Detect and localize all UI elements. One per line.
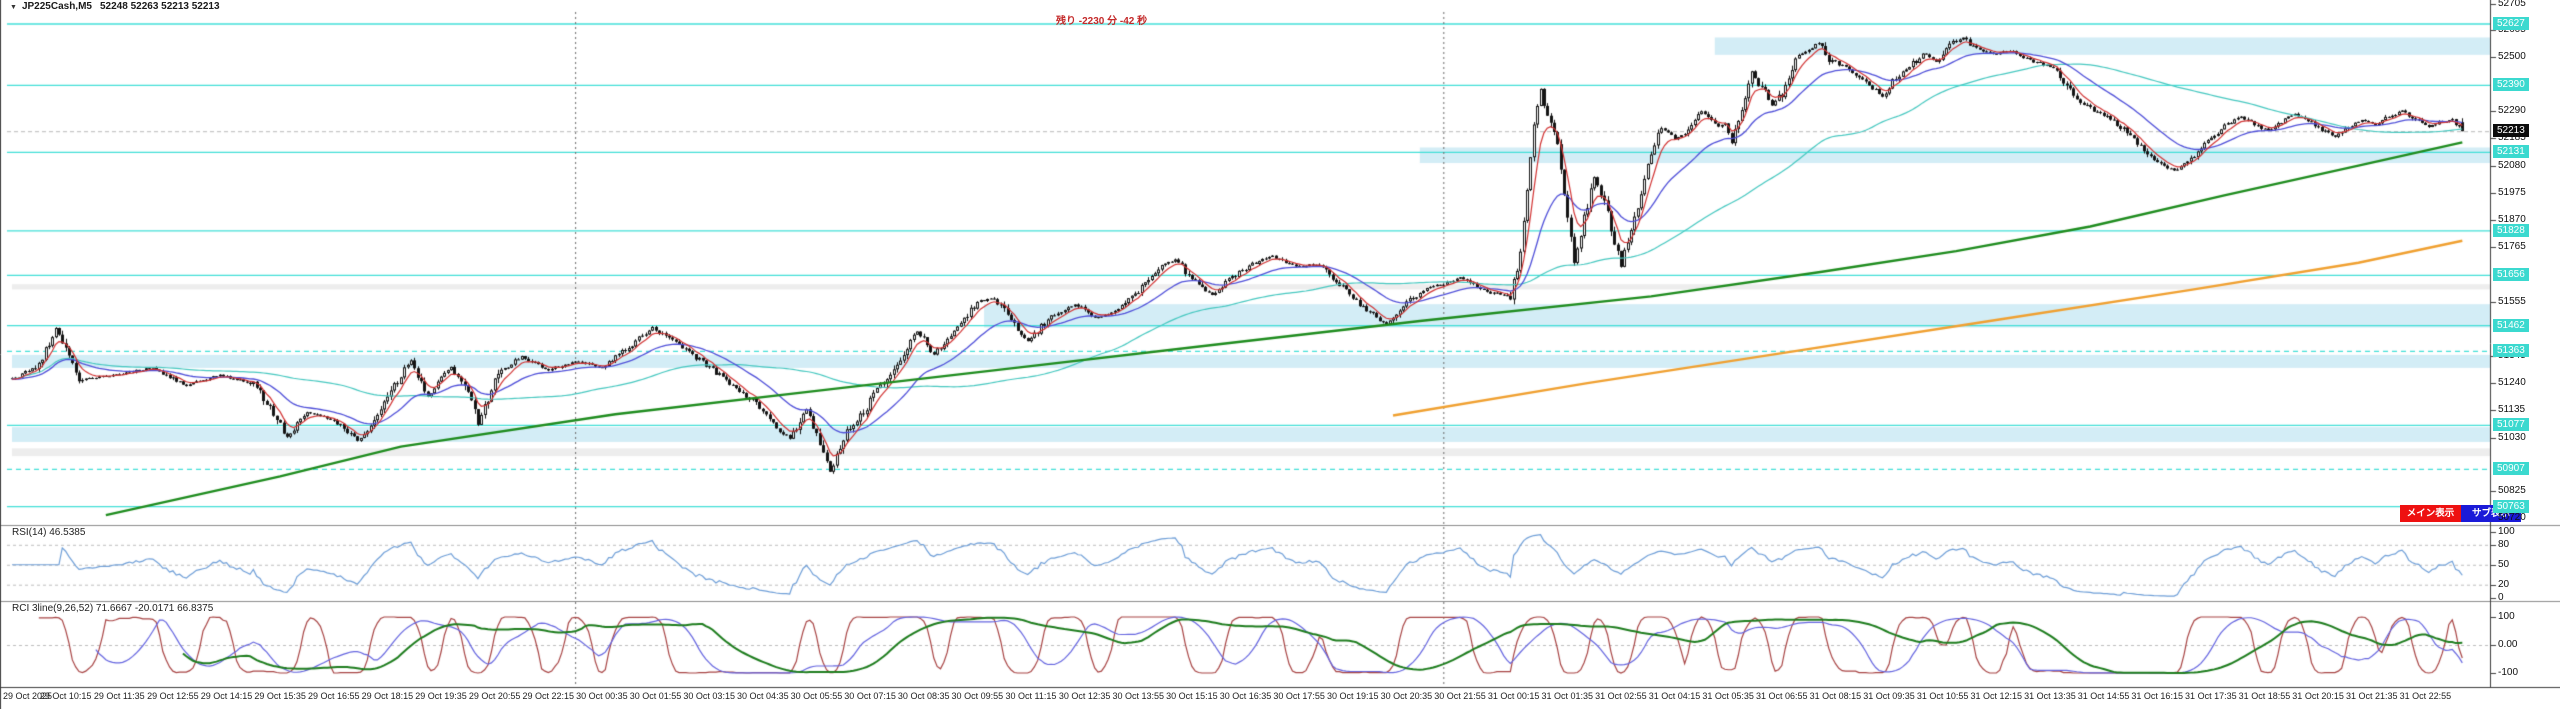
price-axis-label: 50720: [2498, 511, 2526, 523]
time-axis-label: 31 Oct 02:55: [1595, 691, 1647, 701]
price-axis-label: 52080: [2498, 159, 2526, 171]
level-price-label: 50907: [2493, 462, 2529, 476]
price-axis-label: 52500: [2498, 50, 2526, 62]
time-axis-label: 31 Oct 18:55: [2238, 691, 2291, 701]
time-axis-label: 31 Oct 09:35: [1863, 691, 1915, 701]
level-price-label: 51363: [2493, 344, 2529, 358]
time-axis-label: 29 Oct 20:55: [468, 691, 521, 701]
time-axis-label: 30 Oct 19:15: [1326, 691, 1379, 701]
time-axis-label: 31 Oct 05:35: [1702, 691, 1754, 701]
time-axis-label: 29 Oct 22:15: [522, 691, 575, 701]
rsi-scale-label: 20: [2498, 578, 2510, 590]
time-axis-label: 31 Oct 10:55: [1916, 691, 1969, 701]
time-axis-label: 29 Oct 12:55: [147, 691, 199, 701]
time-axis-label: 31 Oct 08:15: [1809, 691, 1862, 701]
time-axis-label: 31 Oct 17:35: [2185, 691, 2237, 701]
main-display-button[interactable]: メイン表示: [2400, 505, 2461, 522]
time-axis-label: 31 Oct 00:15: [1487, 691, 1540, 701]
time-axis-label: 31 Oct 06:55: [1756, 691, 1808, 701]
time-axis-label: 30 Oct 00:35: [576, 691, 628, 701]
time-axis-label: 31 Oct 16:15: [2131, 691, 2183, 701]
level-price-label: 51656: [2493, 268, 2529, 282]
time-axis-label: 31 Oct 04:15: [1648, 691, 1701, 701]
time-axis-label: 30 Oct 17:55: [1273, 691, 1325, 701]
rci-scale-label: 0.00: [2498, 639, 2518, 650]
time-axis-label: 29 Oct 14:15: [200, 691, 253, 701]
time-axis-label: 31 Oct 20:15: [2292, 691, 2344, 701]
time-axis-label: 30 Oct 12:35: [1058, 691, 1111, 701]
price-axis-label: 51870: [2498, 214, 2526, 225]
rci-scale-label: 100: [2498, 611, 2515, 622]
time-axis-label: 29 Oct 19:35: [415, 691, 467, 701]
rsi-scale-label: 50: [2498, 558, 2510, 570]
time-axis-label: 29 Oct 16:55: [307, 691, 360, 701]
level-price-label: 51077: [2493, 418, 2529, 432]
price-axis-label: 51765: [2498, 241, 2526, 253]
symbol-name: JP225Cash,M5: [21, 1, 92, 12]
time-axis-label: 30 Oct 09:55: [951, 691, 1004, 701]
collapse-chart-icon[interactable]: ▼: [10, 4, 17, 11]
rci-indicator-label: RCI 3line(9,26,52) 71.6667 -20.0171 66.8…: [12, 603, 214, 614]
time-axis-label: 30 Oct 11:15: [1005, 691, 1057, 701]
time-axis-label: 29 Oct 18:15: [361, 691, 414, 701]
candle-countdown-timer: 残り -2230 分 -42 秒: [1056, 16, 1148, 27]
rsi-scale-label: 0: [2498, 592, 2504, 603]
price-axis-label: 52705: [2498, 0, 2526, 9]
time-axis-label: 31 Oct 14:55: [2077, 691, 2130, 701]
price-axis-label: 51555: [2498, 295, 2526, 307]
time-axis-label: 29 Oct 15:35: [254, 691, 306, 701]
symbol-ohlc-values: 52248 52263 52213 52213: [99, 1, 220, 12]
current-price-label: 52213: [2493, 124, 2529, 138]
rci-scale-label: -100: [2498, 667, 2519, 678]
level-price-label: 51828: [2493, 223, 2529, 237]
time-axis-label: 30 Oct 20:35: [1380, 691, 1433, 701]
time-axis-label: 31 Oct 21:35: [2345, 691, 2398, 701]
rsi-scale-label: 80: [2498, 538, 2510, 550]
level-price-label: 52390: [2493, 78, 2529, 92]
level-price-label: 50763: [2493, 499, 2529, 513]
time-axis[interactable]: 29 Oct 2025 29 Oct 10:15 29 Oct 11:35 29 Oc…: [0, 689, 2560, 709]
symbol-title: ▼ JP225Cash,M5 52248 52263 52213 52213: [10, 1, 220, 12]
level-price-label: 51462: [2493, 318, 2529, 332]
price-axis-label: 52290: [2498, 105, 2526, 117]
price-axis-label: 51135: [2498, 404, 2526, 416]
time-axis-label: 30 Oct 15:15: [1166, 691, 1218, 701]
rsi-indicator-label: RSI(14) 46.5385: [12, 527, 86, 538]
price-axis-label: 51030: [2498, 431, 2526, 443]
time-axis-label: 30 Oct 21:55: [1434, 691, 1486, 701]
level-price-label: 52131: [2493, 145, 2529, 159]
time-axis-label: 30 Oct 03:15: [683, 691, 735, 701]
price-axis-label: 50825: [2498, 484, 2526, 496]
time-axis-label: 31 Oct 12:15: [1970, 691, 2023, 701]
time-axis-label: 30 Oct 08:35: [897, 691, 950, 701]
time-axis-label: 30 Oct 07:15: [844, 691, 896, 701]
time-axis-label: 30 Oct 05:55: [790, 691, 843, 701]
time-axis-label: 30 Oct 16:35: [1219, 691, 1272, 701]
time-axis-label: 31 Oct 01:35: [1541, 691, 1594, 701]
time-axis-label: 29 Oct 11:35: [93, 691, 145, 701]
rsi-scale-label: 100: [2498, 525, 2515, 537]
price-axis[interactable]: 5270552605525005229052185520805197551870…: [2490, 0, 2560, 687]
time-axis-label: 30 Oct 13:55: [1112, 691, 1164, 701]
time-axis-label: 30 Oct 04:35: [737, 691, 789, 701]
time-axis-label: 30 Oct 01:55: [629, 691, 682, 701]
price-axis-label: 51975: [2498, 186, 2526, 198]
time-axis-label: 29 Oct 2025: [3, 691, 53, 701]
level-price-label: 52627: [2493, 17, 2529, 30]
time-axis-label: 29 Oct 10:15: [39, 691, 92, 701]
price-axis-label: 52185: [2498, 132, 2526, 144]
time-axis-label: 31 Oct 13:35: [2024, 691, 2076, 701]
time-axis-label: 31 Oct 22:55: [2399, 691, 2452, 701]
price-axis-label: 51240: [2498, 377, 2526, 389]
